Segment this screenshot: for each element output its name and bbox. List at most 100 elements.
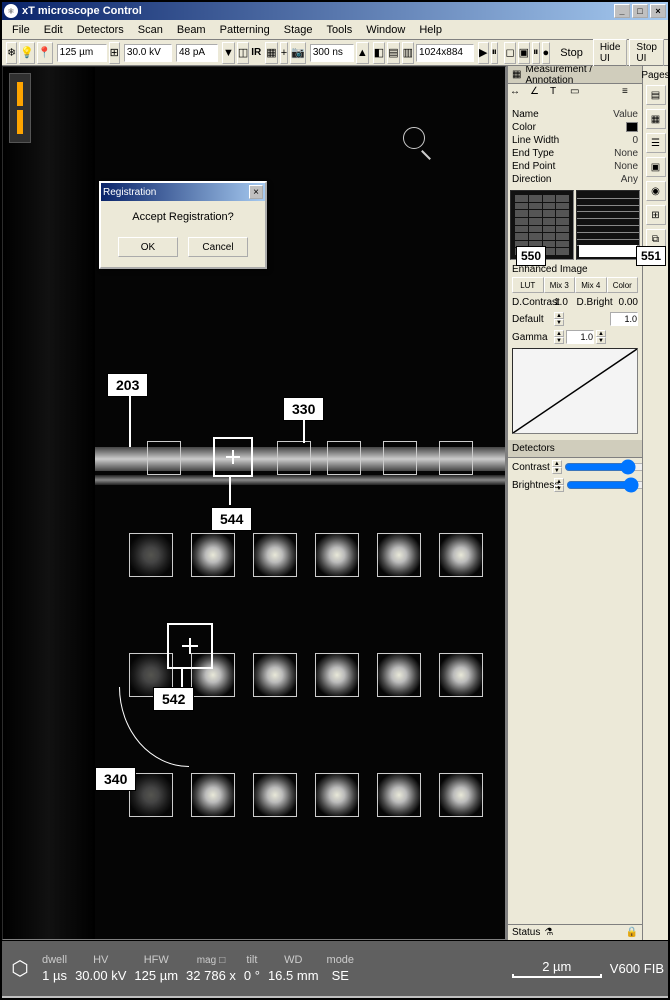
meas-tool-3[interactable]: T [550, 86, 568, 104]
menu-scan[interactable]: Scan [132, 22, 169, 38]
roi-box[interactable] [327, 441, 361, 475]
dwell-input[interactable] [310, 44, 354, 62]
minimize-button[interactable]: _ [614, 4, 630, 18]
plus-icon[interactable]: + [280, 42, 288, 64]
color-swatch[interactable] [626, 122, 638, 132]
feature-blob[interactable] [433, 647, 489, 703]
image-viewport[interactable]: /* generated below */ Registration× Acce… [2, 66, 506, 940]
resolution-input[interactable] [416, 44, 474, 62]
close-button[interactable]: × [650, 4, 666, 18]
feature-blob[interactable] [247, 527, 303, 583]
tab-mix3[interactable]: Mix 3 [544, 277, 576, 293]
page-3-icon[interactable]: ☰ [646, 133, 666, 153]
ok-button[interactable]: OK [118, 237, 178, 257]
stop-ui-button[interactable]: Stop UI [629, 39, 664, 67]
page-6-icon[interactable]: ⊞ [646, 205, 666, 225]
pattern1-icon[interactable]: ◻ [504, 42, 515, 64]
brightness-spinner[interactable]: ▲▼ [554, 478, 564, 492]
dialog-close-icon[interactable]: × [249, 185, 263, 199]
dot-icon[interactable]: ● [542, 42, 551, 64]
roi-box[interactable] [147, 441, 181, 475]
scan2-icon[interactable]: ▤ [387, 42, 399, 64]
camera-icon[interactable]: 📷 [290, 42, 306, 64]
feature-blob[interactable] [309, 527, 365, 583]
meas-tool-4[interactable]: ▭ [570, 86, 588, 104]
properties-panel: NameValue Color Line Width0 End TypeNone… [508, 106, 642, 188]
pattern2-icon[interactable]: ▣ [518, 42, 530, 64]
contrast-spinner[interactable]: ▲▼ [552, 460, 562, 474]
feature-blob[interactable] [185, 767, 241, 823]
menu-beam[interactable]: Beam [171, 22, 212, 38]
cancel-button[interactable]: Cancel [188, 237, 248, 257]
lead-line [181, 667, 183, 687]
gamma-spinner2[interactable]: ▲▼ [596, 330, 606, 344]
feature-blob[interactable] [247, 767, 303, 823]
dcontrast-field[interactable] [610, 312, 638, 326]
menu-help[interactable]: Help [413, 22, 448, 38]
hide-ui-button[interactable]: Hide UI [593, 39, 628, 67]
menu-patterning[interactable]: Patterning [214, 22, 276, 38]
tab-color[interactable]: Color [607, 277, 639, 293]
expand-icon[interactable]: ⊞ [109, 42, 120, 64]
hv-input[interactable] [124, 44, 172, 62]
layers-icon[interactable]: ≡ [622, 86, 640, 104]
roi-box[interactable] [277, 441, 311, 475]
tool-icon[interactable]: ❄ [6, 42, 17, 64]
menu-detectors[interactable]: Detectors [71, 22, 130, 38]
pin-icon[interactable]: 📍 [37, 42, 53, 64]
pattern-pause-icon[interactable]: ⏸ [532, 42, 540, 64]
gamma-spinner[interactable]: ▲▼ [554, 330, 564, 344]
page-1-icon[interactable]: ▤ [646, 85, 666, 105]
mode-icon[interactable]: ◫ [237, 42, 249, 64]
play-icon[interactable]: ▶ [478, 42, 488, 64]
contrast-slider[interactable] [564, 461, 642, 473]
funnel-icon[interactable]: ▼ [222, 42, 235, 64]
default-spinner[interactable]: ▲▼ [554, 312, 564, 326]
scan1-icon[interactable]: ◧ [373, 42, 385, 64]
spin-up-icon[interactable]: ▲ [356, 42, 369, 64]
feature-blob[interactable] [247, 647, 303, 703]
page-2-icon[interactable]: ▦ [646, 109, 666, 129]
feature-blob[interactable] [309, 647, 365, 703]
tab-mix4[interactable]: Mix 4 [575, 277, 607, 293]
left-mini-panel[interactable] [9, 73, 31, 143]
menu-edit[interactable]: Edit [38, 22, 69, 38]
feature-blob[interactable] [433, 527, 489, 583]
feature-blob[interactable] [371, 647, 427, 703]
negative-icon[interactable]: ▦ [265, 42, 277, 64]
feature-blob[interactable] [433, 767, 489, 823]
stop-label[interactable]: Stop [554, 47, 589, 59]
feature-blob[interactable] [309, 767, 365, 823]
menu-tools[interactable]: Tools [321, 22, 359, 38]
feature-blob[interactable] [185, 527, 241, 583]
maximize-button[interactable]: □ [632, 4, 648, 18]
checkerboard-icon[interactable]: ▦ [512, 69, 521, 80]
brightness-slider[interactable] [566, 479, 642, 491]
menu-file[interactable]: File [6, 22, 36, 38]
menu-window[interactable]: Window [360, 22, 411, 38]
menu-stage[interactable]: Stage [278, 22, 319, 38]
thumbnail-551[interactable] [576, 190, 640, 260]
roi-target-544[interactable] [213, 437, 253, 477]
pause-icon[interactable]: ⏸ [491, 42, 499, 64]
gamma-field[interactable] [566, 330, 594, 344]
scan3-icon[interactable]: ▥ [402, 42, 414, 64]
roi-box[interactable] [383, 441, 417, 475]
lead-line [303, 419, 305, 443]
roi-target-542[interactable] [167, 623, 213, 669]
tab-lut[interactable]: LUT [512, 277, 544, 293]
lut-histogram[interactable] [512, 348, 638, 434]
meas-tool-1[interactable]: ↔ [510, 86, 528, 104]
meas-tool-2[interactable]: ∠ [530, 86, 548, 104]
feature-blob[interactable] [371, 767, 427, 823]
page-5-icon[interactable]: ◉ [646, 181, 666, 201]
roi-box[interactable] [439, 441, 473, 475]
current-input[interactable] [176, 44, 218, 62]
field-width[interactable] [57, 44, 107, 62]
lock-icon[interactable]: 🔒 [626, 927, 638, 938]
registration-dialog: Registration× Accept Registration? OK Ca… [99, 181, 267, 269]
feature-blob[interactable] [123, 527, 179, 583]
page-4-icon[interactable]: ▣ [646, 157, 666, 177]
bulb-icon[interactable]: 💡 [19, 42, 35, 64]
feature-blob[interactable] [371, 527, 427, 583]
